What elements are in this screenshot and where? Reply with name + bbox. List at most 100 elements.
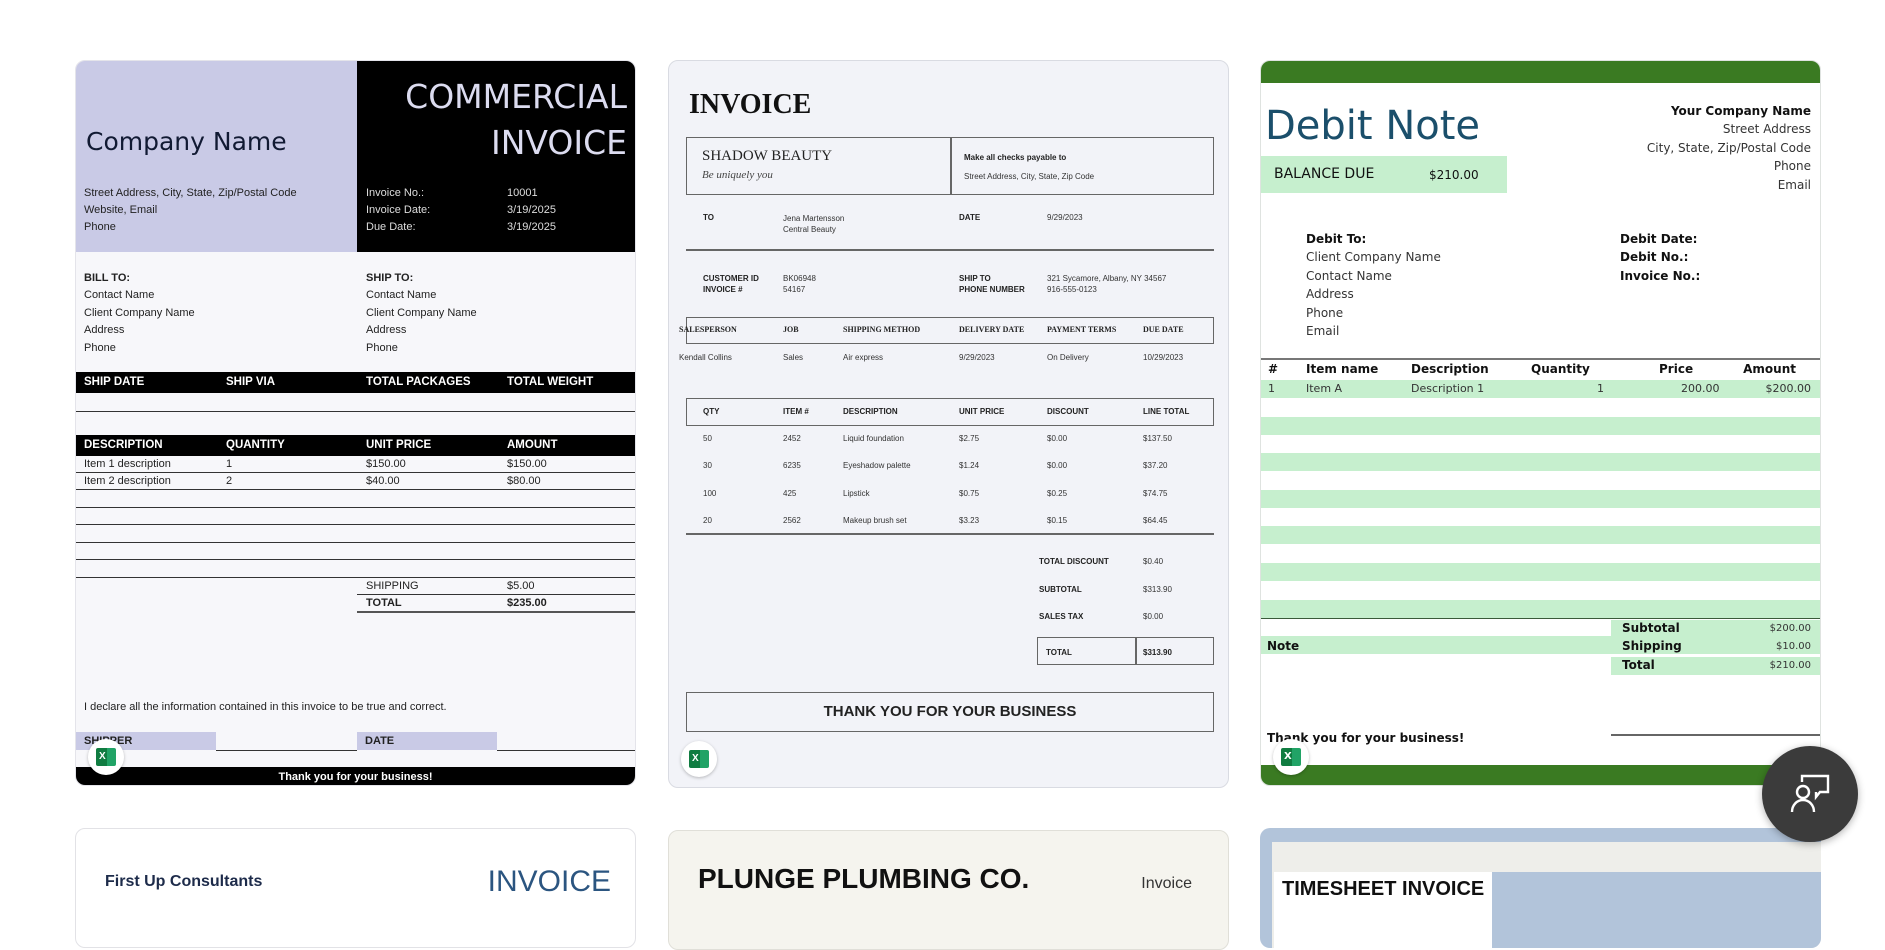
item-cell: Lipstick xyxy=(843,488,870,498)
template-card-timesheet-invoice[interactable]: TIMESHEET INVOICE xyxy=(1260,828,1821,948)
company-name: First Up Consultants xyxy=(105,873,263,890)
template-card-commercial-invoice[interactable]: Company Name COMMERCIAL INVOICE Street A… xyxy=(75,60,636,786)
feedback-button[interactable] xyxy=(1762,746,1858,842)
title-line1: COMMERCIAL xyxy=(405,77,627,116)
meta-value: 3/19/2025 xyxy=(507,221,556,233)
invoice-title: INVOICE xyxy=(689,89,812,120)
bill-to-line: Phone xyxy=(84,341,116,354)
item-cell: 1 xyxy=(1268,382,1275,395)
template-card-first-up-consultants[interactable]: First Up Consultants INVOICE xyxy=(75,828,636,948)
ship-to: SHIP TO: Contact Name Client Company Nam… xyxy=(366,270,477,357)
item-cell: $3.23 xyxy=(959,515,980,525)
row-divider xyxy=(76,489,635,490)
company-name: SHADOW BEAUTY xyxy=(702,148,833,164)
template-card-plunge-plumbing[interactable]: PLUNGE PLUMBING CO. Invoice xyxy=(668,830,1229,950)
meta-label: Invoice No.: xyxy=(366,187,425,199)
header-left-panel xyxy=(76,61,357,252)
row-divider xyxy=(76,472,635,473)
item-cell: $200.00 xyxy=(1765,382,1812,395)
item-cell: $80.00 xyxy=(507,475,541,488)
total-value: $313.90 xyxy=(1143,584,1172,594)
col-header: SHIP VIA xyxy=(226,376,275,388)
bill-to-heading: BILL TO: xyxy=(84,272,131,284)
excel-icon: X xyxy=(88,739,124,775)
total-underline xyxy=(1611,734,1820,736)
item-col-header: Description xyxy=(1411,362,1489,376)
item-col-header: Price xyxy=(1659,362,1694,376)
total-box xyxy=(1037,637,1214,665)
date-value: 9/29/2023 xyxy=(1047,213,1083,222)
to-lines: Jena Martensson Central Beauty xyxy=(783,213,844,235)
col-header: SHIP DATE xyxy=(84,376,145,388)
customer-values: BK06948 54167 xyxy=(783,273,816,295)
meta-label: Due Date: xyxy=(366,221,416,233)
row-divider xyxy=(76,524,635,525)
total-label: Total xyxy=(1622,657,1655,672)
meta-value: 3/19/2025 xyxy=(507,204,556,216)
job-header-box xyxy=(686,317,1214,344)
checks-label: Make all checks payable to xyxy=(964,153,1067,162)
ship-to-line: Contact Name xyxy=(366,289,437,302)
debit-to-heading: Debit To: xyxy=(1306,232,1367,246)
total-row-bg xyxy=(1611,656,1820,675)
item-cell: Eyeshadow palette xyxy=(843,461,911,471)
meta-label: Debit No.: xyxy=(1620,250,1689,265)
company-name: Company Name xyxy=(86,127,287,156)
total-value: $0.40 xyxy=(1143,557,1164,566)
template-card-shadow-beauty-invoice[interactable]: INVOICE SHADOW BEAUTY Be uniquely you Ma… xyxy=(668,60,1229,788)
template-card-debit-note[interactable]: Debit Note BALANCE DUE $210.00 Your Comp… xyxy=(1260,60,1821,786)
item-cell: $37.20 xyxy=(1143,461,1168,471)
ship-to-line: Phone xyxy=(366,341,398,354)
title-line2: INVOICE xyxy=(490,123,627,162)
ship-to-line: Client Company Name xyxy=(366,306,477,319)
item-cell: 1 xyxy=(226,458,233,470)
ship-values: 321 Sycamore, Albany, NY 34567 916-555-01… xyxy=(1047,273,1166,295)
job-cell: 9/29/2023 xyxy=(959,353,995,362)
item-col-header: DESCRIPTION xyxy=(843,407,898,416)
item-cell: $2.75 xyxy=(959,434,980,443)
row-divider xyxy=(76,559,635,560)
table-stripe xyxy=(1261,636,1820,655)
label: CUSTOMER ID xyxy=(703,274,759,283)
value: BK06948 xyxy=(783,274,816,283)
to-line: Jena Martensson xyxy=(783,214,845,223)
item-cell: 20 xyxy=(703,515,712,525)
company-name: PLUNGE PLUMBING CO. xyxy=(698,863,1030,894)
company-line: City, State, Zip/Postal Code xyxy=(1646,140,1811,155)
item-cell: 2 xyxy=(226,475,233,488)
item-cell: Liquid foundation xyxy=(843,434,904,443)
checks-address: Street Address, City, State, Zip Code xyxy=(964,172,1095,181)
item-col-header: Item name xyxy=(1306,362,1379,376)
job-col-header: SHIPPING METHOD xyxy=(843,325,921,334)
total-label: TOTAL DISCOUNT xyxy=(1039,557,1109,566)
total-value: $200.00 xyxy=(1769,623,1811,634)
item-cell: 2562 xyxy=(783,515,801,525)
table-stripe xyxy=(1261,489,1820,508)
company-line: Phone xyxy=(1773,159,1811,174)
feedback-person-icon xyxy=(1790,774,1830,813)
shipping-value: $5.00 xyxy=(507,580,535,592)
ship-to-heading: SHIP TO: xyxy=(366,272,414,284)
item-cell: $150.00 xyxy=(366,458,406,470)
debit-to-line: Contact Name xyxy=(1306,268,1392,283)
balance-label: BALANCE DUE xyxy=(1274,166,1375,182)
thank-you: Thank you for your business! xyxy=(1267,731,1465,745)
address-block: Street Address, City, State, Zip/Postal … xyxy=(84,185,297,236)
item-cell: 425 xyxy=(783,488,797,498)
total-label: SALES TAX xyxy=(1039,612,1084,622)
meta-label: Debit Date: xyxy=(1620,232,1698,246)
table-stripe xyxy=(1261,526,1820,545)
meta-labels: Invoice No.: Invoice Date: Due Date: xyxy=(366,185,430,236)
meta-label: Invoice No.: xyxy=(1620,268,1701,283)
job-col-header: PAYMENT TERMS xyxy=(1047,325,1117,334)
date-label: DATE xyxy=(357,732,497,750)
total-label: SUBTOTAL xyxy=(1039,584,1082,594)
excel-icon: X xyxy=(1273,739,1309,775)
item-cell: Item 1 description xyxy=(84,458,171,470)
item-cell: 1 xyxy=(1597,382,1604,395)
item-cell: 50 xyxy=(703,434,712,443)
col-header: TOTAL WEIGHT xyxy=(507,376,594,388)
item-cell: 100 xyxy=(703,488,717,498)
item-col-header: Quantity xyxy=(1531,362,1590,376)
date-label: DATE xyxy=(959,213,981,222)
